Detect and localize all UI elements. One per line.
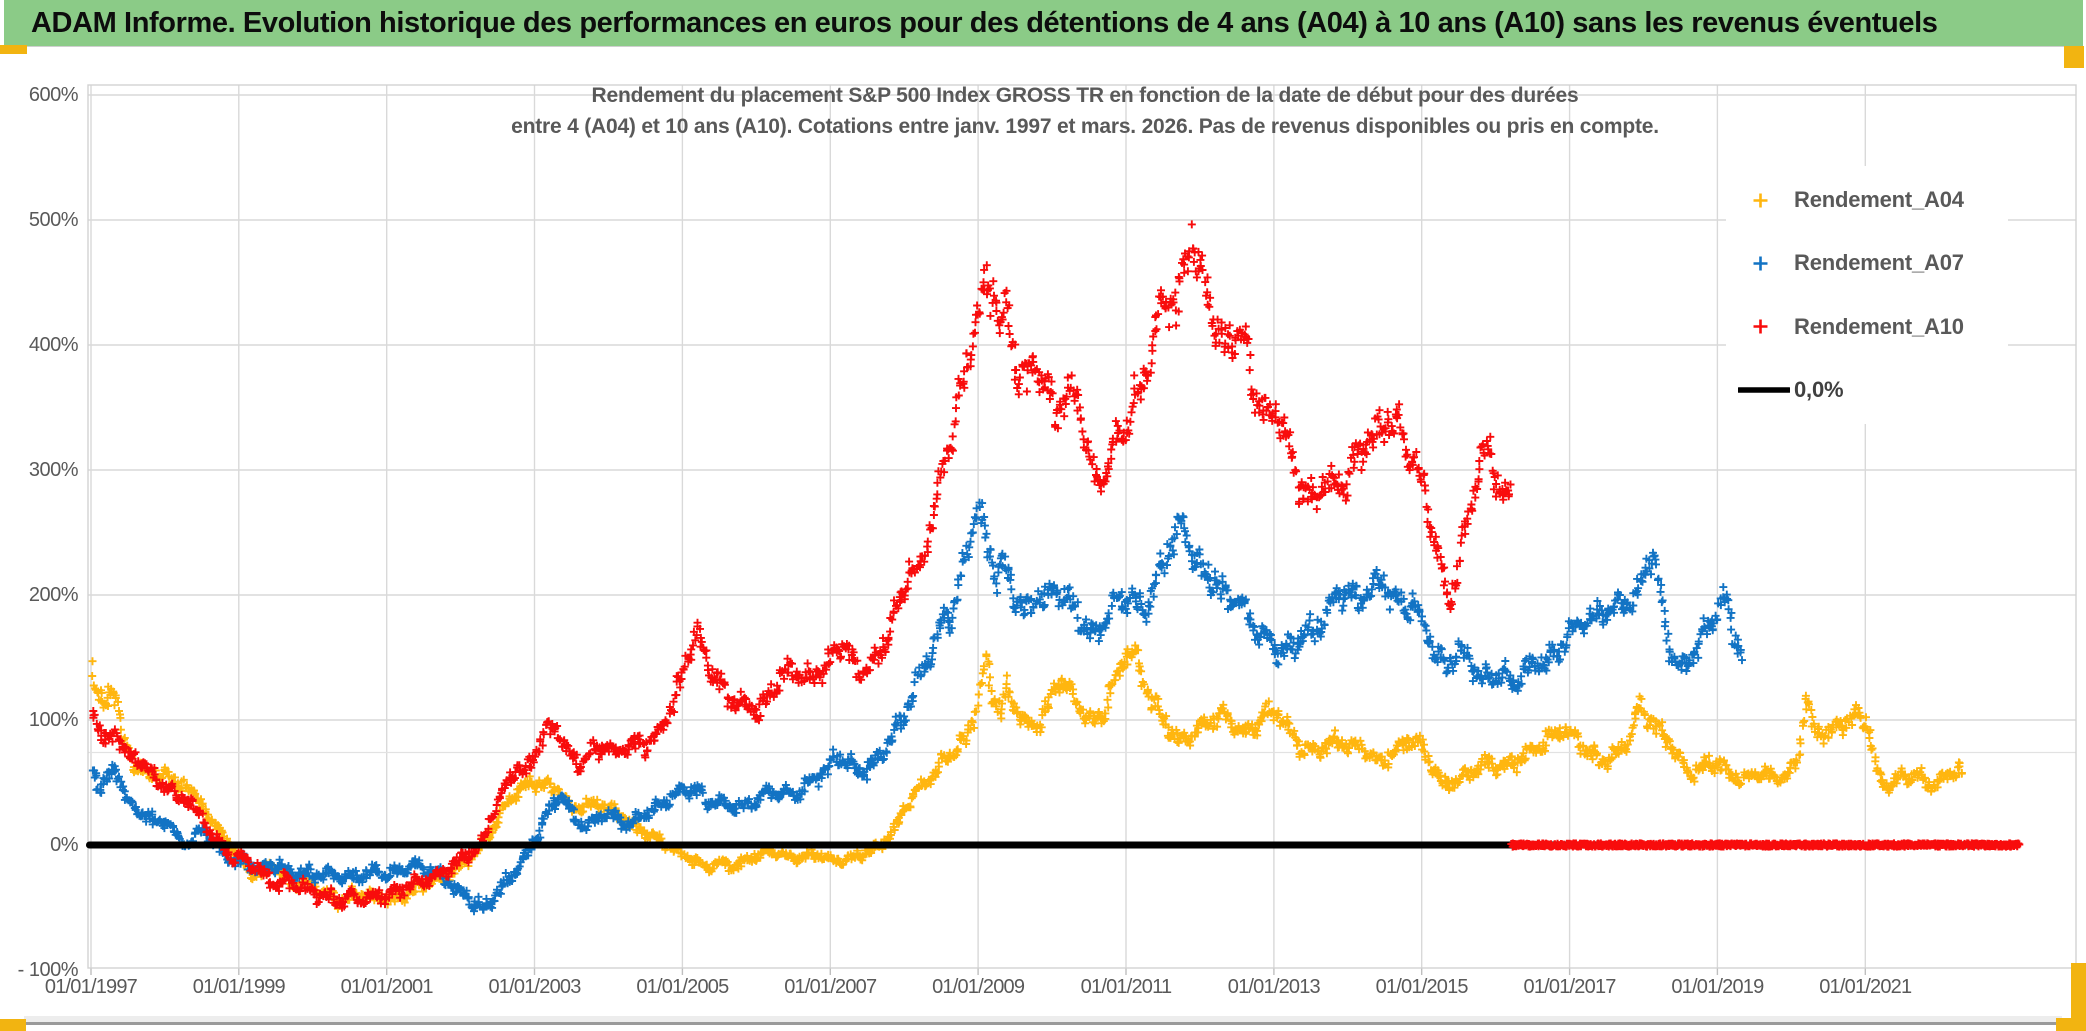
- legend-label: Rendement_A07: [1794, 250, 1964, 276]
- page-title: ADAM Informe. Evolution historique des p…: [31, 6, 1938, 39]
- legend-label: 0,0%: [1794, 376, 1844, 402]
- zero-line-sample-icon: [1726, 386, 1794, 394]
- scatter-series-rendement_a07: [88, 498, 1746, 916]
- legend-item-rendement-a07: Rendement_A07: [1726, 237, 2008, 289]
- legend-item-rendement-a04: Rendement_A04: [1726, 174, 2008, 226]
- title-banner: ADAM Informe. Evolution historique des p…: [4, 0, 2083, 47]
- chart-bottom-edge: [24, 1016, 2062, 1022]
- scatter-series-rendement_a10: [89, 220, 1515, 912]
- gold-accent-right-bottom: [2071, 963, 2086, 1031]
- legend-label: Rendement_A04: [1794, 187, 1964, 212]
- chart-legend: Rendement_A04 Rendement_A07 Rendement_A1…: [1726, 166, 2008, 424]
- scatter-series-a10-zero-tail: [1507, 839, 2024, 851]
- gold-accent-bottom-left-corner: [0, 1019, 26, 1031]
- plus-marker-icon: [1726, 255, 1794, 272]
- legend-item-rendement-a10: Rendement_A10: [1726, 301, 2008, 353]
- plus-marker-icon: [1726, 192, 1794, 209]
- legend-label: Rendement_A10: [1794, 313, 1964, 339]
- legend-item-zero-line: 0,0%: [1726, 364, 2008, 416]
- chart-bottom-shadow: [26, 1022, 2058, 1025]
- plus-marker-icon: [1726, 318, 1794, 335]
- gold-accent-left-top: [0, 45, 27, 54]
- gold-accent-top-right-corner: [2064, 46, 2084, 68]
- plot-border: [87, 84, 2077, 969]
- gold-accent-bottom-right-corner: [2056, 1018, 2086, 1031]
